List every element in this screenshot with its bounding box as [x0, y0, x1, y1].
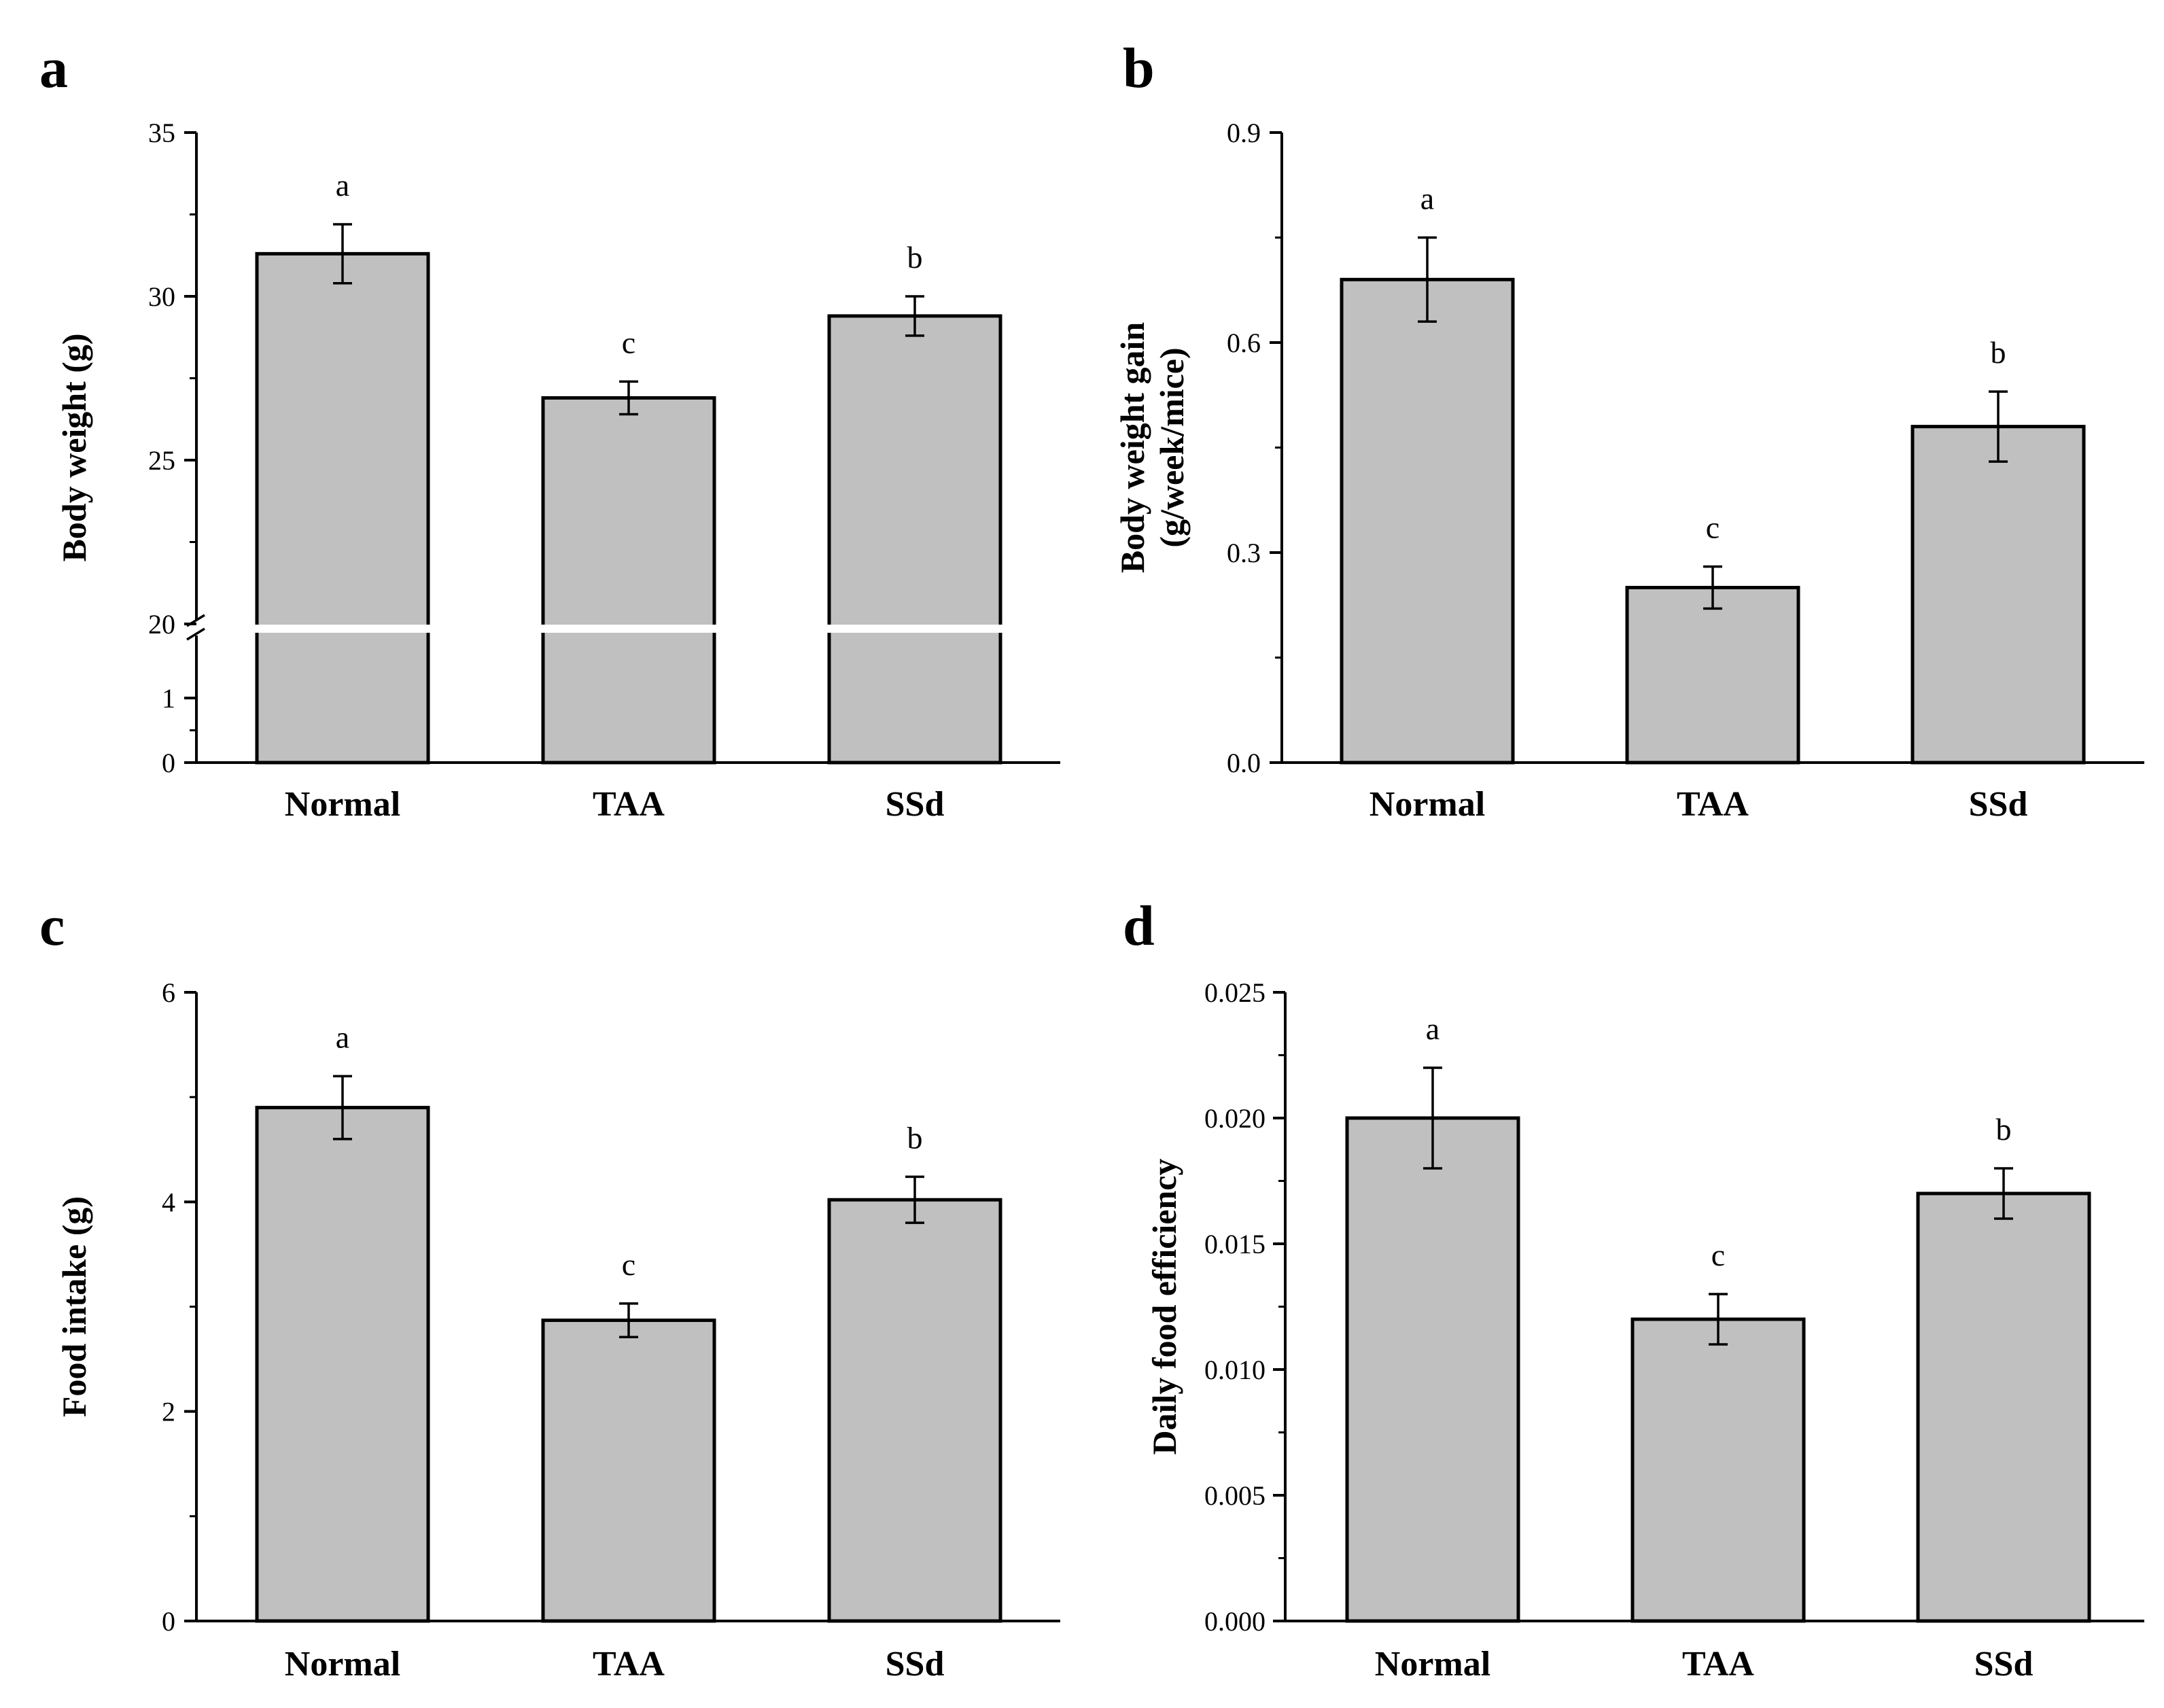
- panel-label: c: [39, 894, 65, 958]
- bar-normal: [1340, 277, 1515, 765]
- category-label: Normal: [285, 1645, 400, 1684]
- significance-label: a: [1420, 181, 1434, 216]
- category-label: Normal: [285, 785, 400, 824]
- significance-label: c: [1706, 510, 1720, 545]
- panel-label: a: [39, 37, 68, 100]
- significance-label: a: [336, 1019, 349, 1054]
- axis-break-mark: [186, 627, 205, 641]
- significance-label: b: [1996, 1112, 2012, 1147]
- y-tick-label: 30: [148, 281, 175, 312]
- error-bar-ssd: [1994, 1167, 2013, 1220]
- significance-label: b: [1991, 335, 2006, 370]
- bar-taa: [541, 396, 716, 765]
- error-bar-normal: [333, 223, 352, 285]
- bar-ssd: [1910, 425, 2086, 765]
- category-label: SSd: [1974, 1645, 2034, 1684]
- category-label: SSd: [1969, 785, 2028, 824]
- error-bar-ssd: [1989, 390, 2008, 463]
- y-axis-title: Food intake (g): [55, 1196, 93, 1417]
- category-label: Normal: [1369, 785, 1485, 824]
- panel-label: d: [1123, 894, 1155, 958]
- category-label: SSd: [886, 1645, 945, 1684]
- bar-normal: [255, 251, 430, 765]
- y-tick-label: 0.025: [1204, 977, 1266, 1008]
- y-axis-title: Body weight gain: [1113, 322, 1151, 574]
- panel-label: b: [1123, 37, 1155, 100]
- y-tick-label: 0.3: [1227, 538, 1261, 568]
- y-tick-label: 0.9: [1227, 118, 1261, 148]
- panel-a: a a Normal c TAA b SSd 20 25 30 35 0 1 Body weight (g…: [39, 37, 1060, 824]
- bar-ssd: [827, 1198, 1002, 1623]
- y-tick-label: 0.015: [1204, 1229, 1266, 1259]
- bar-normal: [1345, 1116, 1520, 1623]
- y-tick-label: 0.020: [1204, 1103, 1266, 1134]
- error-bar-normal: [1423, 1066, 1442, 1170]
- error-bar-ssd: [905, 295, 924, 337]
- bar-ssd: [1916, 1191, 2091, 1623]
- y-tick-label: 4: [162, 1187, 175, 1217]
- y-tick-label: 0: [162, 748, 175, 778]
- panel-d: d a Normal c TAA b SSd 0.000 0.005 0.010 0.015 0.02…: [1123, 894, 2144, 1684]
- error-bar-normal: [1418, 236, 1437, 323]
- significance-label: c: [622, 325, 635, 360]
- significance-label: a: [336, 168, 349, 203]
- axis-break-gap-axis: [194, 625, 200, 633]
- y-tick-label: 2: [162, 1397, 175, 1427]
- y-tick-label: 6: [162, 977, 175, 1008]
- category-label: TAA: [1677, 785, 1749, 824]
- bar-ssd: [827, 314, 1002, 765]
- error-bar-normal: [333, 1075, 352, 1140]
- y-tick-label: 0.000: [1204, 1606, 1266, 1637]
- category-label: TAA: [593, 785, 665, 824]
- y-tick-label: 0.0: [1227, 748, 1261, 778]
- bar-taa: [541, 1319, 716, 1623]
- category-label: Normal: [1375, 1645, 1490, 1684]
- y-tick-label: 20: [148, 609, 175, 640]
- bar-normal: [255, 1106, 430, 1623]
- error-bar-taa: [1709, 1293, 1728, 1346]
- error-bar-taa: [619, 1302, 638, 1338]
- error-bar-taa: [1703, 565, 1722, 610]
- category-label: TAA: [1682, 1645, 1754, 1684]
- bar-taa: [1625, 586, 1800, 765]
- significance-label: b: [907, 1120, 923, 1155]
- y-tick-label: 0.005: [1204, 1480, 1266, 1511]
- significance-label: c: [1711, 1238, 1725, 1272]
- y-tick-label: 1: [162, 683, 175, 714]
- bar-taa: [1630, 1317, 1806, 1623]
- panel-c: c a Normal c TAA b SSd 0 2 4 6 Food intake (g): [39, 894, 1060, 1684]
- category-label: TAA: [593, 1645, 665, 1684]
- y-axis-title: Body weight (g): [55, 333, 93, 561]
- y-tick-label: 0: [162, 1606, 175, 1637]
- error-bar-taa: [619, 380, 638, 416]
- panel-b: b a Normal c TAA b SSd 0.0 0.3 0.6 0.9 Body weight …: [1113, 37, 2144, 824]
- y-tick-label: 0.6: [1227, 328, 1261, 358]
- y-tick-label: 25: [148, 445, 175, 476]
- y-tick-label: 0.010: [1204, 1355, 1266, 1385]
- error-bar-ssd: [905, 1175, 924, 1224]
- significance-label: c: [622, 1247, 635, 1282]
- significance-label: a: [1426, 1011, 1439, 1046]
- axis-break-gap: [202, 625, 1060, 633]
- category-label: SSd: [886, 785, 945, 824]
- significance-label: b: [907, 240, 923, 275]
- y-tick-label: 35: [148, 118, 175, 148]
- y-axis-title: (g/week/mice): [1153, 347, 1191, 547]
- y-axis-title: Daily food efficiency: [1145, 1158, 1183, 1454]
